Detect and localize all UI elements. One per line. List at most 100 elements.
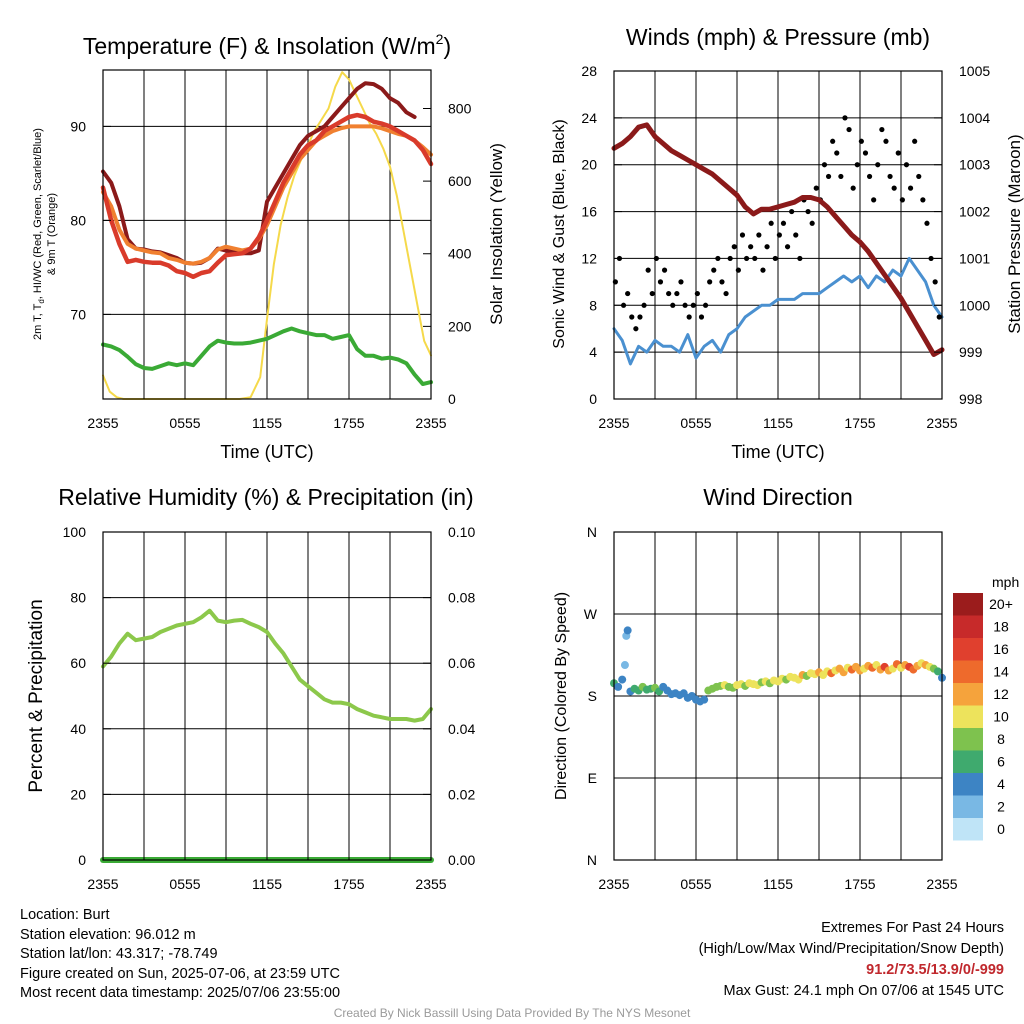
gust-point [731, 244, 737, 250]
direction-point [933, 667, 942, 676]
legend-swatch [953, 818, 983, 841]
legend-label: 4 [997, 776, 1005, 792]
gust-point [690, 302, 696, 308]
gust-point [883, 138, 889, 144]
temperature-title-end: ) [443, 33, 451, 59]
temperature-title: Temperature (F) & Insolation (W/m2) [83, 31, 451, 59]
gust-point [920, 197, 926, 203]
gust-point [916, 173, 922, 180]
gust-point [649, 290, 655, 297]
gust-point [858, 138, 864, 144]
y-tick-label: 70 [70, 306, 86, 322]
gust-point [707, 279, 713, 285]
y-right-tick-label: 998 [959, 391, 983, 407]
gust-point [645, 267, 651, 273]
y-right-tick-label: 1000 [959, 297, 990, 313]
gust-point [879, 126, 885, 133]
y-right-tick-label: 200 [448, 318, 472, 334]
gust-point [661, 267, 668, 273]
legend-swatch [953, 795, 983, 818]
y-right-tick-label: 0.04 [448, 721, 475, 737]
y-right-tick-label: 1005 [959, 63, 990, 79]
legend-swatch [953, 683, 983, 706]
gust-point [846, 126, 852, 133]
direction-tick-label: W [584, 606, 598, 622]
gust-point [887, 173, 893, 180]
direction-point [620, 661, 629, 670]
winds-plot-group: 2355 0555 1155 1755 235504812162024289989991… [581, 63, 990, 431]
credit-line: Created By Nick Bassill Using Data Provi… [333, 1006, 691, 1020]
direction-point [623, 626, 632, 635]
gust-point [756, 232, 762, 238]
gust-point [928, 255, 934, 262]
y-right-tick-label: 1002 [959, 204, 990, 220]
temperature-y-axis-label-subscript: d [37, 299, 46, 303]
gust-point [764, 244, 770, 250]
legend-label: 12 [993, 686, 1009, 702]
temperature-2m-series-line [100, 112, 434, 280]
gust-point [678, 279, 684, 285]
humidity-panel: Relative Humidity (%) & Precipitation (i… [26, 484, 475, 892]
y-right-tick-label: 0.00 [448, 852, 475, 868]
gust-point [936, 314, 942, 320]
gust-point [780, 220, 787, 226]
y-tick-label: 0 [78, 852, 86, 868]
gust-point [838, 173, 844, 180]
winds-series [611, 115, 945, 366]
gust-point [768, 220, 774, 226]
temperature-y-axis-label-part1: 2m T, T [32, 303, 44, 340]
x-tick-label: 1155 [252, 415, 282, 431]
gust-point [694, 290, 700, 297]
extremes-info: Extremes For Past 24 Hours (High/Low/Max… [699, 918, 1004, 1002]
gust-point [727, 255, 733, 262]
gust-point [854, 162, 860, 168]
x-tick-label: 2355 [415, 876, 446, 892]
y-tick-label: 4 [589, 344, 597, 360]
gust-point [871, 197, 877, 203]
y-right-tick-label: 600 [448, 173, 472, 189]
direction-grid [614, 532, 942, 860]
x-tick-label: 1755 [333, 415, 364, 431]
y-right-tick-label: 0 [448, 391, 456, 407]
winds-ticks: 2355 0555 1155 1755 235504812162024289989991… [581, 63, 990, 431]
x-tick-label: 2355 [598, 876, 629, 892]
y-right-tick-label: 0.10 [448, 524, 475, 540]
legend-swatch [953, 705, 983, 728]
gust-point [825, 173, 832, 180]
legend-swatch [953, 728, 983, 751]
gust-point [842, 115, 848, 121]
gust-point [625, 290, 631, 297]
humidity-y-axis-label: Percent & Precipitation [26, 599, 47, 792]
temperature-panel: Temperature (F) & Insolation (W/m2) 2355… [32, 31, 506, 462]
gust-point [821, 162, 828, 168]
gust-point [772, 255, 778, 262]
y-tick-label: 12 [581, 250, 597, 266]
gust-point [715, 255, 721, 262]
direction-point [618, 675, 627, 684]
temperature-ticks: 2355 0555 1155 1755 2355 70 80 90 0 200 400 600 800 [70, 70, 472, 431]
y-right-tick-label: 1004 [959, 110, 990, 126]
gust-point [686, 314, 692, 320]
legend-label: 20+ [989, 596, 1013, 612]
y-tick-label: 40 [70, 721, 86, 737]
x-tick-label: 2355 [87, 876, 118, 892]
humidity-grid [103, 532, 431, 860]
winds-panel: Winds (mph) & Pressure (mb) 2355 0555 1155… [551, 24, 1024, 462]
gust-point [805, 208, 811, 215]
y-tick-label: 20 [70, 786, 86, 802]
x-tick-label: 1755 [844, 876, 875, 892]
gust-point [866, 173, 873, 180]
legend-label: 0 [997, 821, 1005, 837]
y-tick-label: 60 [70, 655, 86, 671]
extremes-subtitle: (High/Low/Max Wind/Precipitation/Snow De… [698, 941, 1004, 957]
direction-panel: Wind Direction 2355 0555 1155 1755 2355NESWN… [553, 484, 1019, 892]
insolation-y-axis-label: Solar Insolation (Yellow) [487, 143, 506, 325]
gust-point [789, 208, 795, 215]
gust-point [666, 290, 672, 297]
y-tick-label: 16 [581, 204, 597, 220]
direction-title: Wind Direction [703, 484, 853, 510]
gust-point [899, 197, 905, 203]
gust-point [850, 185, 856, 191]
legend-label: 18 [993, 619, 1009, 635]
y-tick-label: 8 [589, 297, 597, 313]
